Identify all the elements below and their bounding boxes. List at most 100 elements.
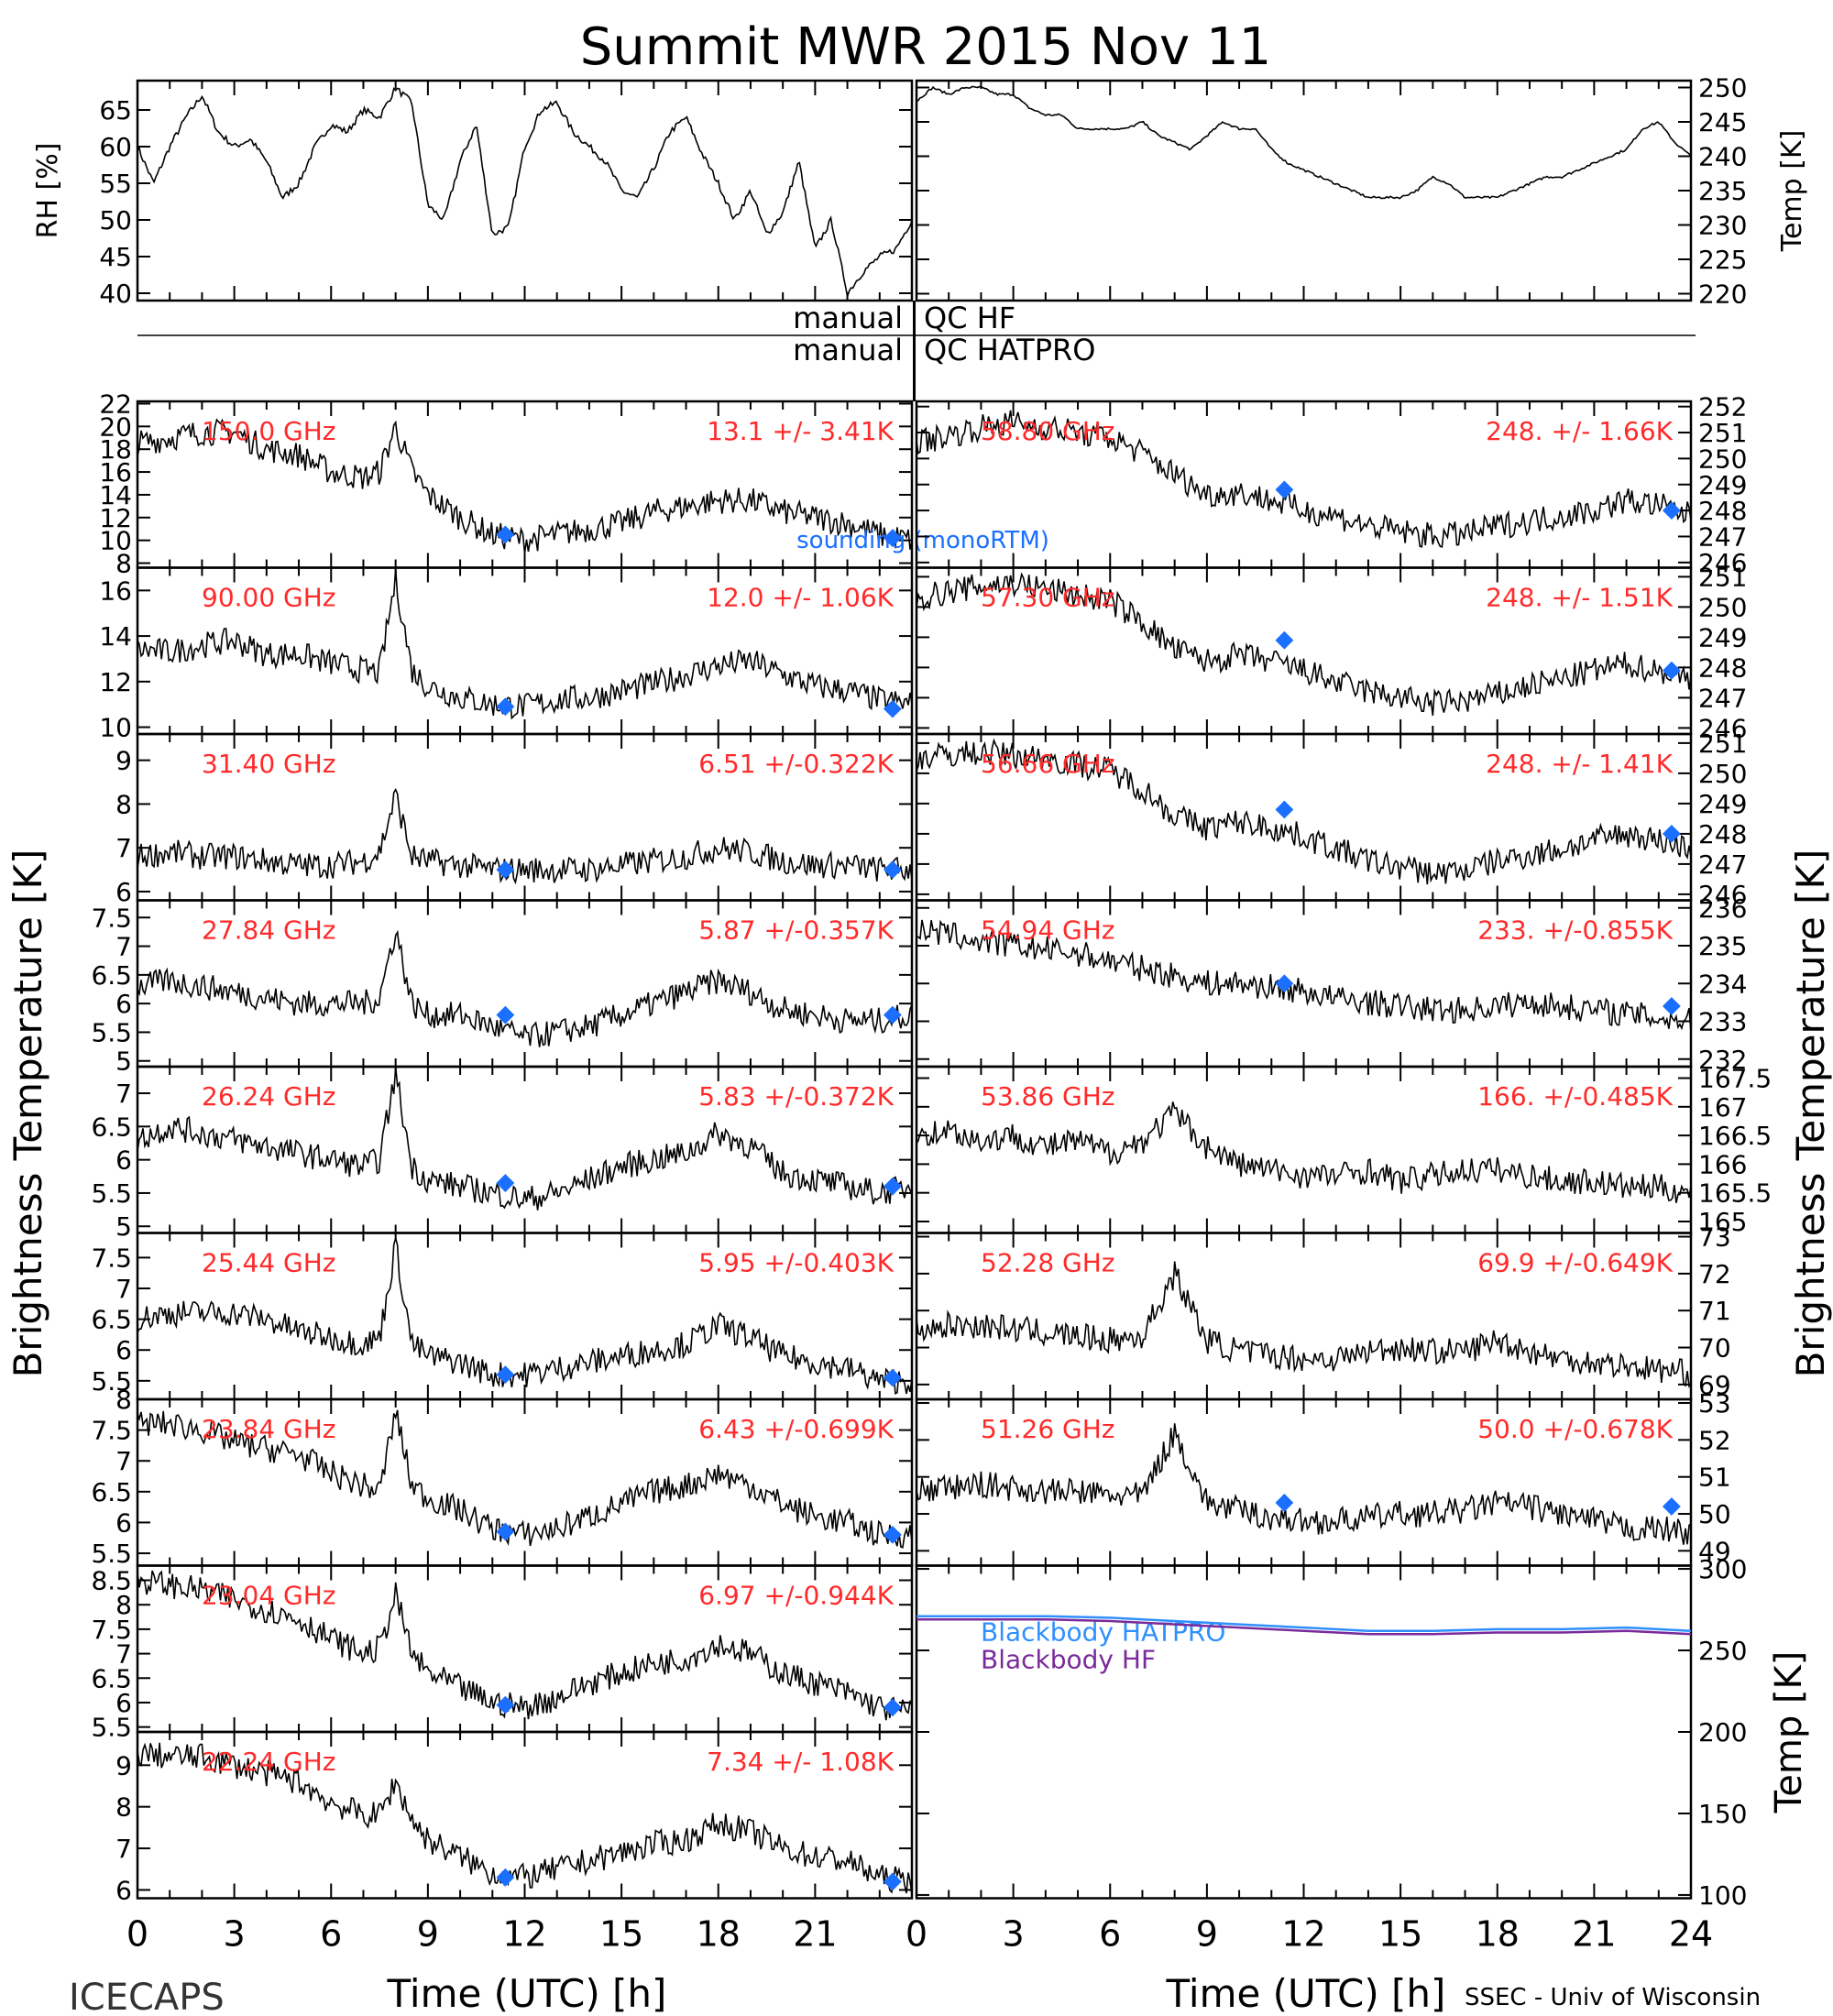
y-tick-label: 7	[115, 1079, 132, 1109]
y-tick-label: 14	[99, 621, 132, 652]
y-tick-label: 6	[115, 877, 132, 907]
sounding-marker	[883, 1698, 902, 1717]
sounding-marker	[883, 699, 902, 718]
y-tick-label: 6	[115, 989, 132, 1019]
y-tick-label: 16	[99, 575, 132, 606]
sounding-marker	[496, 697, 515, 717]
sounding-marker	[496, 1695, 515, 1715]
y-tick-label: 50	[1698, 1499, 1731, 1529]
right-channel-panel-3: 232 233 234 235 236 54.94 GHz 233. +/-0.855K	[915, 893, 1747, 1075]
y-axis-label-right: Brightness Temperature [K]	[1788, 849, 1833, 1378]
y-tick-label: 60	[99, 132, 132, 162]
y-tick-label: 225	[1698, 245, 1747, 275]
channel-series	[916, 1423, 1692, 1545]
y-tick-label: 7	[115, 932, 132, 962]
right-channel-panel-5: 69 70 71 72 73 52.28 GHz 69.9 +/-0.649K	[915, 1222, 1731, 1401]
channel-stat-label: 13.1 +/- 3.41K	[707, 416, 894, 446]
y-tick-label: 166.5	[1698, 1121, 1772, 1151]
y-tick-label: 70	[1698, 1333, 1731, 1364]
sounding-marker	[1662, 997, 1681, 1015]
y-tick-label: 250	[1698, 592, 1747, 622]
x-tick-label-right: 18	[1476, 1914, 1520, 1955]
temp-axis-label: Temp [K]	[1776, 130, 1808, 253]
y-tick-label: 232	[1698, 1045, 1747, 1075]
y-tick-label: 55	[99, 169, 132, 199]
y-tick-label: 246	[1698, 880, 1747, 910]
channel-series	[137, 567, 913, 720]
chart-title: Summit MWR 2015 Nov 11	[580, 17, 1272, 77]
y-tick-label: 20	[99, 411, 132, 442]
y-tick-label: 6	[115, 1688, 132, 1718]
sounding-marker	[1275, 630, 1294, 650]
channel-series	[137, 929, 913, 1047]
channel-series	[137, 1234, 913, 1395]
channel-series	[916, 1261, 1692, 1388]
y-tick-label: 8	[115, 1385, 132, 1415]
y-tick-label: 8	[115, 1792, 132, 1823]
sounding-marker	[883, 860, 902, 879]
y-tick-label: 50	[99, 205, 132, 236]
y-tick-label: 72	[1698, 1259, 1731, 1289]
sounding-marker	[883, 1525, 902, 1544]
y-tick-label: 18	[99, 434, 132, 465]
left-channel-panel-1: 10 12 14 16 90.00 GHz 12.0 +/- 1.06K	[99, 566, 914, 743]
y-tick-label: 10	[99, 713, 132, 743]
sounding-marker	[883, 529, 902, 548]
channel-frequency-label: 58.80 GHz	[981, 416, 1115, 446]
channel-series	[137, 1570, 913, 1721]
channel-series	[137, 787, 913, 885]
channel-stat-label: 6.97 +/-0.944K	[698, 1581, 894, 1611]
y-tick-label: 246	[1698, 713, 1747, 743]
sounding-marker	[496, 1005, 515, 1024]
channel-stat-label: 5.83 +/-0.372K	[698, 1081, 894, 1112]
y-tick-label: 240	[1698, 142, 1747, 172]
y-tick-label: 250	[1698, 444, 1747, 474]
blackbody-series-1	[916, 1617, 1692, 1636]
y-tick-label: 100	[1698, 1880, 1747, 1911]
channel-stat-label: 166. +/-0.485K	[1477, 1081, 1673, 1112]
y-tick-label: 248	[1698, 819, 1747, 849]
sounding-marker	[496, 525, 515, 544]
left-channel-panel-6: 5.566.577.58 23.84 GHz 6.43 +/-0.699K	[91, 1385, 914, 1569]
y-tick-label: 249	[1698, 470, 1747, 500]
y-tick-label: 6.5	[91, 1663, 132, 1693]
y-tick-label: 53	[1698, 1388, 1731, 1419]
channel-series	[916, 1101, 1692, 1203]
x-axes: 0 3 6 9 12 15 18 21 0 3 6 9 12 15 18 21 24	[126, 1914, 1713, 1955]
y-tick-label: 8	[115, 549, 132, 579]
y-tick-label: 5	[115, 1046, 132, 1077]
x-tick-label-right: 3	[1003, 1914, 1025, 1955]
x-tick-label-right: 0	[906, 1914, 927, 1955]
channel-frequency-label: 25.44 GHz	[202, 1248, 336, 1278]
x-tick-label-left: 3	[224, 1914, 246, 1955]
y-tick-label: 245	[1698, 107, 1747, 137]
left-channel-panel-2: 6 7 8 9 31.40 GHz 6.51 +/-0.322K	[115, 732, 914, 907]
qc-hatpro-manual: manual	[793, 333, 903, 367]
y-tick-label: 235	[1698, 931, 1747, 961]
channel-stat-label: 6.51 +/-0.322K	[698, 749, 894, 779]
y-tick-label: 7	[115, 1834, 132, 1864]
y-tick-label: 7.5	[91, 1416, 132, 1446]
channel-series	[137, 418, 913, 554]
qc-hf-label: QC HF	[924, 301, 1015, 335]
x-tick-label-left: 12	[502, 1914, 546, 1955]
y-tick-label: 6.5	[91, 1305, 132, 1335]
y-tick-label: 247	[1698, 521, 1747, 552]
left-channel-panel-3: 55.566.577.5 27.84 GHz 5.87 +/-0.357K	[91, 899, 914, 1077]
x-tick-label-right: 12	[1281, 1914, 1325, 1955]
x-tick-label-left: 9	[417, 1914, 439, 1955]
channel-stat-label: 12.0 +/- 1.06K	[707, 583, 894, 613]
y-tick-label: 249	[1698, 789, 1747, 819]
rh-axis-label: RH [%]	[32, 143, 64, 239]
y-tick-label: 22	[99, 389, 132, 419]
channel-frequency-label: 23.04 GHz	[202, 1581, 336, 1611]
qc-area: manual QC HF manual QC HATPRO	[137, 301, 1696, 401]
y-axis-label-left: Brightness Temperature [K]	[5, 849, 50, 1378]
left-channel-panel-7: 5.566.577.588.5 23.04 GHz 6.97 +/-0.944K	[91, 1564, 914, 1743]
x-tick-label-left: 6	[320, 1914, 342, 1955]
